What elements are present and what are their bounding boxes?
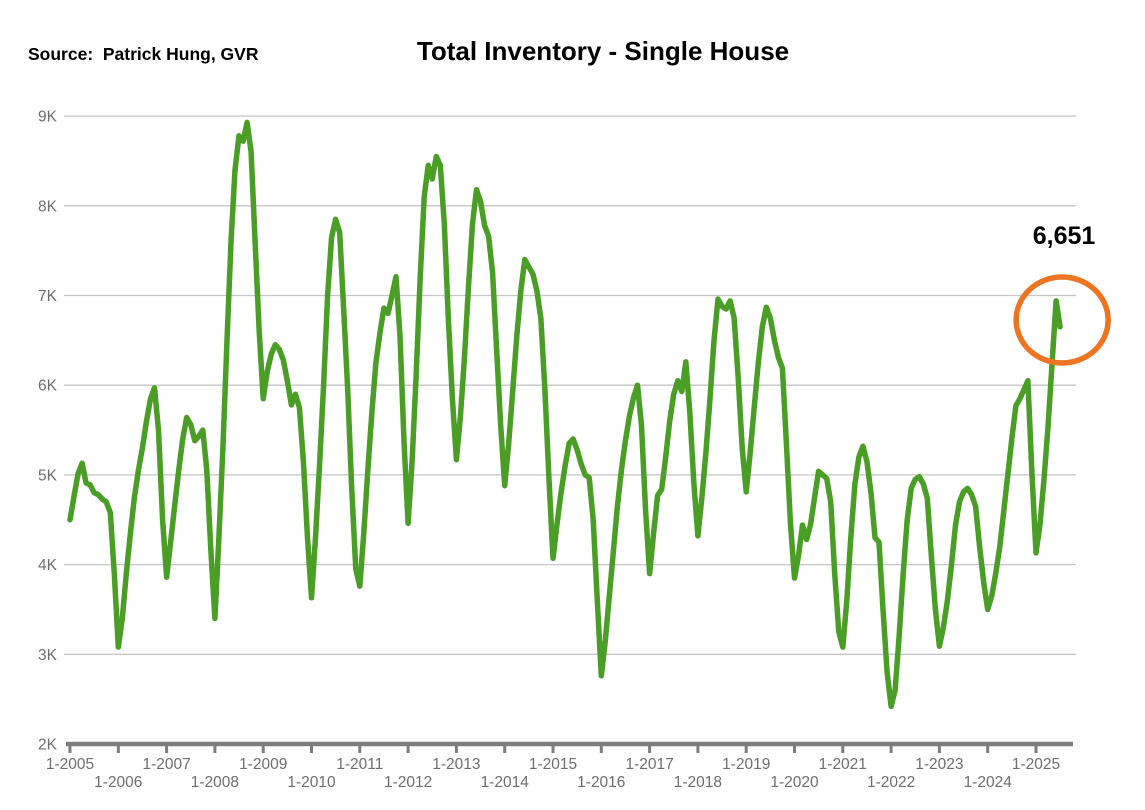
x-axis-label-even-year: 1-2006 [94,774,142,791]
x-axis: 1-2005 1-2007 1-2009 1-2011 1-2013 1-2015 1-20… [46,741,1073,791]
x-axis-label-odd-year: 1-2005 [46,756,94,773]
y-axis-label: 4K [38,557,58,574]
x-axis-label-odd-year: 1-2013 [432,756,480,773]
x-axis-label-even-year: 1-2014 [481,774,530,791]
y-axis-label: 5K [38,467,58,484]
x-axis-label-odd-year: 1-2017 [625,756,673,773]
x-axis-label-odd-year: 1-2025 [1012,756,1060,773]
x-axis-label-even-year: 1-2018 [674,774,722,791]
y-axis-label: 3K [38,647,58,664]
x-axis-label-odd-year: 1-2021 [819,756,867,773]
x-axis-label-even-year: 1-2012 [384,774,432,791]
x-axis-label-even-year: 1-2008 [191,774,239,791]
y-axis-label: 8K [38,198,58,215]
x-axis-label-odd-year: 1-2015 [529,756,577,773]
last-value-annotation: 6,651 [1032,222,1096,250]
x-axis-label-even-year: 1-2020 [770,774,819,791]
y-axis-labels: 2K 3K 4K 5K 6K 7K 8K 9K [38,109,58,754]
x-axis-label-odd-year: 1-2023 [915,756,963,773]
x-axis-label-odd-year: 1-2007 [142,756,190,773]
x-axis-label-even-year: 1-2010 [287,774,336,791]
y-axis-label: 2K [38,737,58,754]
y-axis-label: 7K [38,288,58,305]
x-axis-label-odd-year: 1-2011 [336,756,383,773]
y-axis-label: 6K [38,378,58,395]
y-axis-label: 9K [38,109,58,126]
inventory-series-line [67,119,1063,710]
page-title: Total Inventory - Single House [416,36,790,66]
highlight-circle [1013,274,1111,366]
x-axis-label-odd-year: 1-2019 [722,756,770,773]
source-label: Source: Patrick Hung, GVR [28,44,259,64]
x-axis-label-odd-year: 1-2009 [239,756,287,773]
x-axis-label-even-year: 1-2016 [577,774,625,791]
x-axis-label-even-year: 1-2024 [964,774,1013,791]
y-gridlines [64,115,1076,655]
x-axis-label-even-year: 1-2022 [867,774,915,791]
